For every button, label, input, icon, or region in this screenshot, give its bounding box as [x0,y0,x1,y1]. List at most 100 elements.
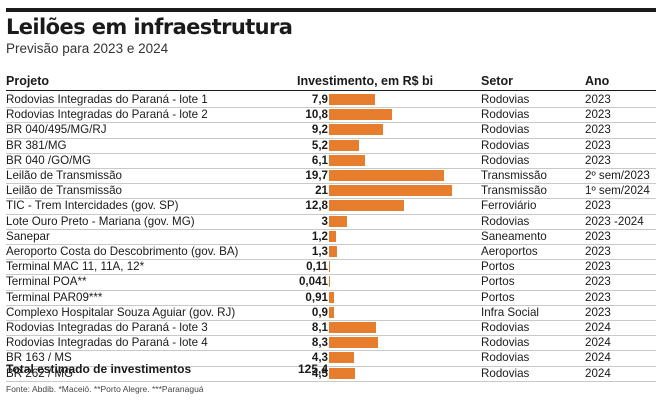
sector-name: Rodovias [481,321,530,334]
investment-bar [329,337,378,349]
project-name: BR 262 / MG [6,366,74,380]
project-name: Terminal MAC 11, 11A, 12* [6,260,145,274]
table-row: BR 163 / MS 4,3 Rodovias 2024 [6,350,656,367]
chart-subtitle: Previsão para 2023 e 2024 [6,41,169,56]
investment-value-label: 9,2 [311,123,328,137]
investment-bar [329,185,452,197]
project-name: BR 163 / MS [6,351,72,365]
sector-name: Rodovias [481,153,530,167]
project-name: BR 040/495/MG/RJ [6,123,107,137]
investment-bar [329,367,356,379]
column-header-year: Ano [585,74,610,88]
investment-value-label: 0,041 [298,275,328,289]
chart-title: Leilões em infraestrutura [6,15,293,39]
sector-name: Infra Social [481,305,539,319]
sector-name: Portos [481,260,515,274]
table-row: BR 381/MG 5,2 Rodovias 2023 [6,138,656,154]
investment-value-label: 0,91 [305,290,328,304]
auction-year: 2023 [585,305,611,319]
investment-value-label: 5,2 [311,138,328,152]
investment-value-label: 0,9 [311,305,328,319]
sector-name: Transmissão [481,169,547,182]
table-row: Rodovias Integradas do Paraná - lote 3 8,… [6,320,656,337]
table-row: Rodovias Integradas do Paraná - lote 2 10… [6,107,656,124]
project-name: Terminal POA** [6,275,87,289]
investment-bar [329,94,376,105]
project-name: Sanepar [6,229,50,243]
investment-value-label: 1,2 [311,229,328,243]
total-label: Total estimado de investimentos [6,362,192,376]
table-row: Sanepar 1,2 Saneamento 2023 [6,229,656,245]
project-name: Rodovias Integradas do Paraná - lote 2 [6,108,208,122]
auction-year: 2023 [585,123,611,137]
sector-name: Rodovias [481,366,530,380]
total-value: 125,4 [297,362,328,376]
investment-bar [329,291,335,303]
sector-name: Rodovias [481,108,530,122]
table-row: Terminal MAC 11, 11A, 12* 0,11 Portos 2023 [6,259,656,276]
auction-year: 2023 [585,93,611,106]
investment-value-label: 8,3 [311,336,328,350]
table-row: Lote Ouro Preto - Mariana (gov. MG) 3 Rodo… [6,214,656,230]
investment-value-label: 19,7 [305,169,328,182]
investment-bar [329,109,393,121]
auction-year: 2023 [585,290,611,304]
auction-year: 2023 [585,260,611,274]
investment-value-label: 0,11 [306,260,328,274]
table-row: Rodovias Integradas do Paraná - lote 1 7,… [6,92,656,109]
investment-bar [329,276,330,288]
auction-year: 2024 [585,366,611,380]
auction-year: 2024 [585,321,611,334]
investment-bar [329,246,337,257]
investment-value-label: 7,9 [311,93,328,106]
investment-bar [329,124,383,136]
auction-year: 2023 [585,138,611,152]
investment-value-label: 4,5 [311,366,328,380]
auction-year: 2023 [585,153,611,167]
column-header-sector: Setor [481,74,513,88]
table-row: TIC - Trem Intercidades (gov. SP) 12,8 Fer… [6,198,656,215]
source-note: Fonte: Abdib. *Maceió. **Porto Alegre. *… [6,384,204,394]
sector-name: Ferroviário [481,199,537,213]
table-row: BR 040 /GO/MG 6,1 Rodovias 2023 [6,153,656,169]
auction-year: 2º sem/2023 [585,169,650,182]
table-row: BR 262 / MG 4,5 Rodovias 2024 [6,366,656,382]
auction-year: 2023 [585,275,611,289]
table-row: Aeroporto Costa do Descobrimento (gov. B… [6,244,656,261]
project-name: Leilão de Transmissão [6,184,122,198]
table-row: Complexo Hospitalar Souza Aguiar (gov. R… [6,305,656,321]
project-name: Leilão de Transmissão [6,169,122,182]
auction-year: 2023 -2024 [585,214,644,228]
sector-name: Transmissão [481,184,547,198]
investment-value-label: 10,8 [305,108,328,122]
auction-year: 2023 [585,108,611,122]
project-name: Terminal PAR09*** [6,290,103,304]
table-row: Leilão de Transmissão 21 Transmissão 1º sem… [6,183,656,200]
sector-name: Rodovias [481,214,530,228]
column-header-project: Projeto [6,74,50,88]
investment-bar [329,261,330,273]
investment-value-label: 3 [321,214,328,228]
investment-value-label: 6,1 [311,153,328,167]
sector-name: Rodovias [481,93,530,106]
table-row: Rodovias Integradas do Paraná - lote 4 8,… [6,335,656,352]
investment-bar [329,322,377,333]
investment-value-label: 12,8 [305,199,328,213]
investment-bar [329,170,445,181]
investment-bar [329,139,360,151]
column-header-investment: Investimento, em R$ bi [297,74,434,88]
investment-bar [329,200,404,212]
investment-value-label: 8,1 [311,321,328,334]
sector-name: Rodovias [481,138,530,152]
project-name: TIC - Trem Intercidades (gov. SP) [6,199,179,213]
sector-name: Saneamento [481,229,547,243]
investment-bar [329,154,365,166]
project-name: Complexo Hospitalar Souza Aguiar (gov. R… [6,305,236,319]
investment-bar [329,230,337,242]
table-row: Leilão de Transmissão 19,7 Transmissão 2º s… [6,168,656,185]
investment-value-label: 1,3 [311,245,328,258]
auction-year: 2023 [585,229,611,243]
top-rule [6,8,656,12]
investment-value-label: 4,3 [311,351,328,365]
project-name: BR 040 /GO/MG [6,153,92,167]
